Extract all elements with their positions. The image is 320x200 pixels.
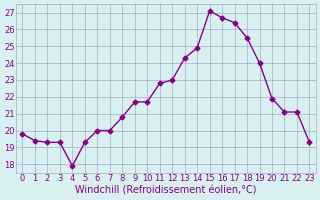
X-axis label: Windchill (Refroidissement éolien,°C): Windchill (Refroidissement éolien,°C) — [75, 186, 257, 196]
